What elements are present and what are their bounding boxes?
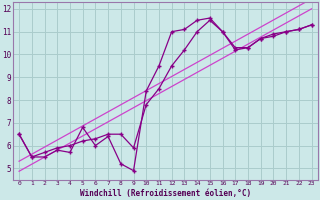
X-axis label: Windchill (Refroidissement éolien,°C): Windchill (Refroidissement éolien,°C) [80,189,251,198]
